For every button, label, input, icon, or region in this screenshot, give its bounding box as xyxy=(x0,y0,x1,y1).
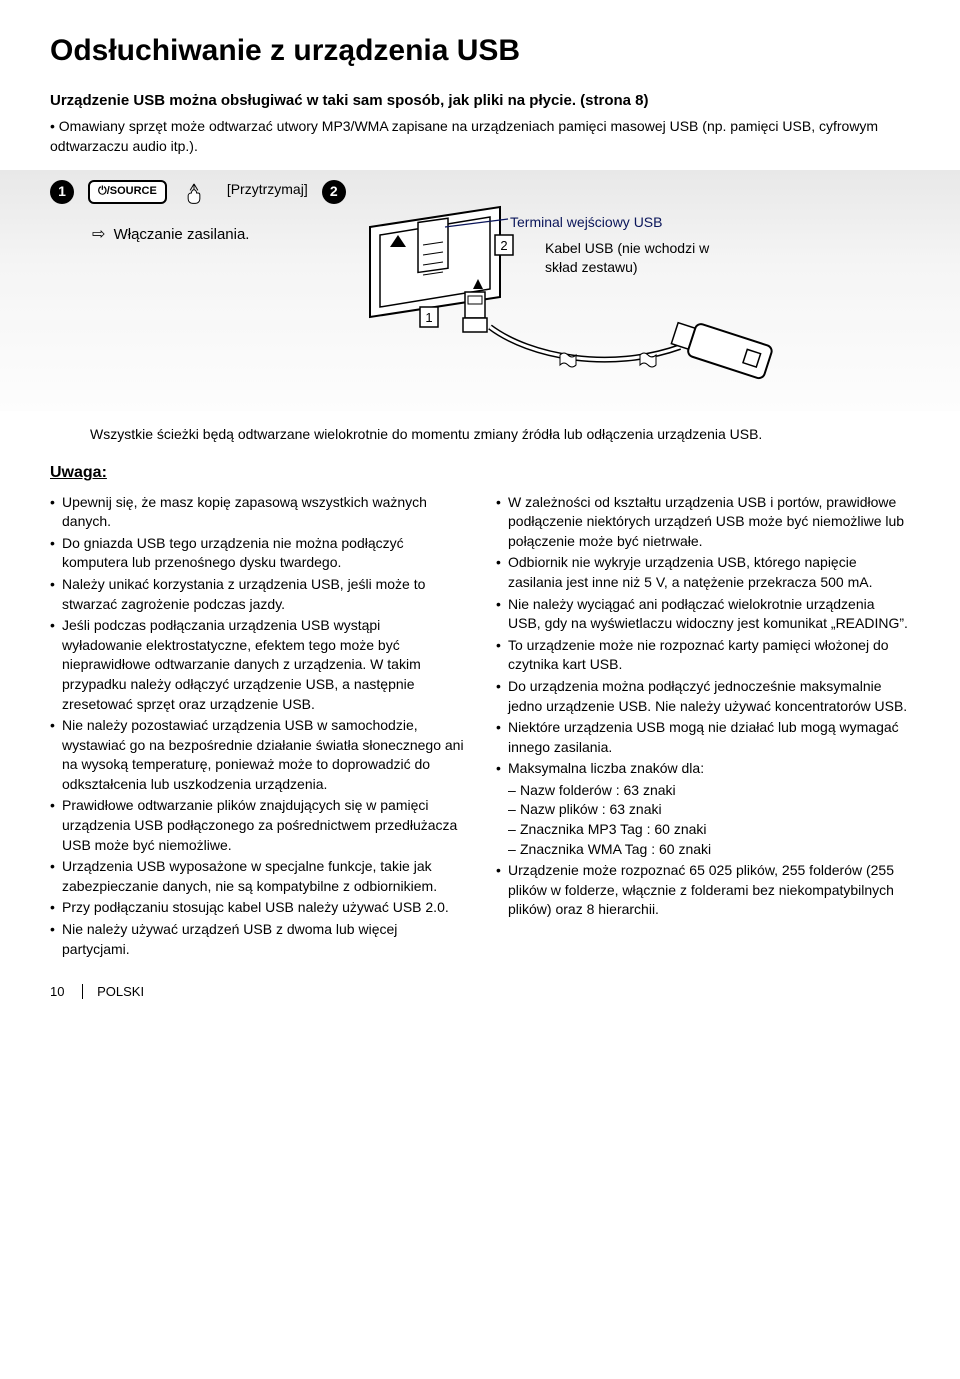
diagram-band: 1 ⏻/SOURCE [Przytrzymaj] 2 ⇨ Włączanie z… xyxy=(0,170,960,410)
list-item: Do urządzenia można podłączyć jednocześn… xyxy=(496,677,910,716)
diagram-area: Terminal wejściowy USB Kabel USB (nie wc… xyxy=(50,197,910,387)
list-item: Do gniazda USB tego urządzenia nie można… xyxy=(50,534,464,573)
list-item: Należy unikać korzystania z urządzenia U… xyxy=(50,575,464,614)
list-item: Przy podłączaniu stosując kabel USB nale… xyxy=(50,898,464,918)
list-item: Nie należy pozostawiać urządzenia USB w … xyxy=(50,716,464,794)
notes-columns: Upewnij się, że masz kopię zapasową wszy… xyxy=(50,493,910,962)
list-item: Upewnij się, że masz kopię zapasową wszy… xyxy=(50,493,464,532)
list-item: Jeśli podczas podłączania urządzenia USB… xyxy=(50,616,464,714)
list-item: Maksymalna liczba znaków dla:Nazw folder… xyxy=(496,759,910,859)
page-number: 10 xyxy=(50,983,64,1001)
sublist-item: Nazw plików : 63 znaki xyxy=(508,800,910,820)
notes-right-list: W zależności od kształtu urządzenia USB … xyxy=(496,493,910,920)
subtitle: Urządzenie USB można obsługiwać w taki s… xyxy=(50,90,910,111)
notes-right-col: W zależności od kształtu urządzenia USB … xyxy=(496,493,910,962)
sublist-item: Znacznika MP3 Tag : 60 znaki xyxy=(508,820,910,840)
language-label: POLSKI xyxy=(82,984,144,999)
notes-left-list: Upewnij się, że masz kopię zapasową wszy… xyxy=(50,493,464,960)
usb-diagram-icon: 2 1 xyxy=(350,197,870,387)
list-item: Nie należy wyciągać ani podłączać wielok… xyxy=(496,595,910,634)
svg-text:1: 1 xyxy=(425,310,432,325)
list-item: Urządzenie może rozpoznać 65 025 plików,… xyxy=(496,861,910,920)
sublist-item: Znacznika WMA Tag : 60 znaki xyxy=(508,840,910,860)
svg-text:2: 2 xyxy=(500,238,507,253)
list-item: Odbiornik nie wykryje urządzenia USB, kt… xyxy=(496,553,910,592)
sublist: Nazw folderów : 63 znakiNazw plików : 63… xyxy=(508,781,910,859)
list-item: Prawidłowe odtwarzanie plików znajdujący… xyxy=(50,796,464,855)
notes-left-col: Upewnij się, że masz kopię zapasową wszy… xyxy=(50,493,464,962)
footer: 10 POLSKI xyxy=(50,983,910,1001)
repeat-note: Wszystkie ścieżki będą odtwarzane wielok… xyxy=(90,425,910,445)
intro-text: Omawiany sprzęt może odtwarzać utwory MP… xyxy=(50,117,910,156)
uwaga-heading: Uwaga: xyxy=(50,462,910,484)
list-item: Nie należy używać urządzeń USB z dwoma l… xyxy=(50,920,464,959)
list-item: To urządzenie może nie rozpoznać karty p… xyxy=(496,636,910,675)
list-item: W zależności od kształtu urządzenia USB … xyxy=(496,493,910,552)
list-item: Urządzenia USB wyposażone w specjalne fu… xyxy=(50,857,464,896)
sublist-item: Nazw folderów : 63 znaki xyxy=(508,781,910,801)
page-title: Odsłuchiwanie z urządzenia USB xyxy=(50,30,910,72)
list-item: Niektóre urządzenia USB mogą nie działać… xyxy=(496,718,910,757)
